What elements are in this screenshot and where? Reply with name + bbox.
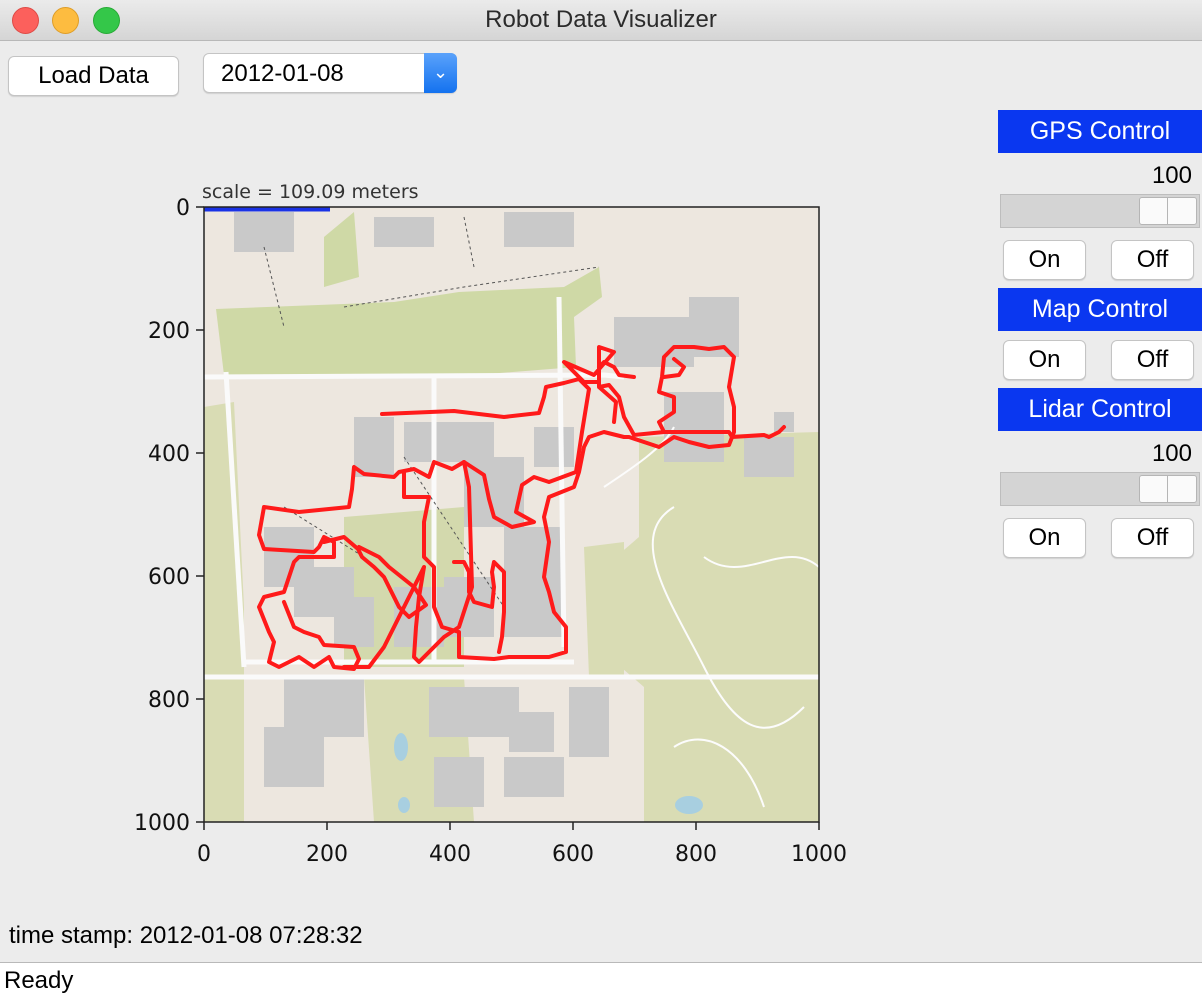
lidar-on-button[interactable]: On [1003, 518, 1086, 558]
x-tick-label: 600 [552, 842, 594, 867]
minimize-window-button[interactable] [52, 7, 79, 34]
gps-slider-value: 100 [1151, 162, 1192, 189]
y-tick-label: 0 [176, 196, 190, 221]
chevron-down-icon[interactable]: ⌄ [424, 53, 457, 93]
lidar-control-header: Lidar Control [998, 388, 1202, 431]
lidar-slider-handle[interactable] [1139, 475, 1197, 503]
map-off-button[interactable]: Off [1111, 340, 1194, 380]
lidar-slider-value: 100 [1151, 440, 1192, 467]
lidar-slider[interactable] [1000, 472, 1200, 506]
x-tick-label: 400 [429, 842, 471, 867]
y-tick-label: 200 [148, 319, 190, 344]
title-bar: Robot Data Visualizer [0, 0, 1202, 41]
gps-slider[interactable] [1000, 194, 1200, 228]
date-dropdown[interactable]: 2012-01-08 ⌄ [203, 53, 457, 93]
map-background [204, 207, 819, 822]
plot-frame [203, 206, 820, 823]
maximize-window-button[interactable] [93, 7, 120, 34]
close-window-button[interactable] [12, 7, 39, 34]
x-tick-label: 200 [306, 842, 348, 867]
gps-control-header: GPS Control [998, 110, 1202, 153]
scale-label: scale = 109.09 meters [202, 181, 419, 203]
x-tick-label: 800 [675, 842, 717, 867]
lidar-off-button[interactable]: Off [1111, 518, 1194, 558]
window-title: Robot Data Visualizer [485, 6, 717, 33]
status-bar: Ready [0, 962, 1202, 999]
y-tick-label: 600 [148, 565, 190, 590]
gps-slider-handle[interactable] [1139, 197, 1197, 225]
load-data-button[interactable]: Load Data [8, 56, 179, 96]
time-stamp-label: time stamp: 2012-01-08 07:28:32 [9, 922, 363, 949]
map-control-header: Map Control [998, 288, 1202, 331]
gps-off-button[interactable]: Off [1111, 240, 1194, 280]
map-on-button[interactable]: On [1003, 340, 1086, 380]
y-tick-label: 1000 [134, 811, 190, 836]
x-tick-label: 0 [197, 842, 211, 867]
robot-trajectory [257, 345, 786, 671]
y-tick-label: 400 [148, 442, 190, 467]
y-tick-label: 800 [148, 688, 190, 713]
date-dropdown-value: 2012-01-08 [221, 60, 344, 87]
x-tick-label: 1000 [791, 842, 847, 867]
gps-on-button[interactable]: On [1003, 240, 1086, 280]
trajectory-map-plot: scale = 109.09 meters [134, 181, 847, 867]
